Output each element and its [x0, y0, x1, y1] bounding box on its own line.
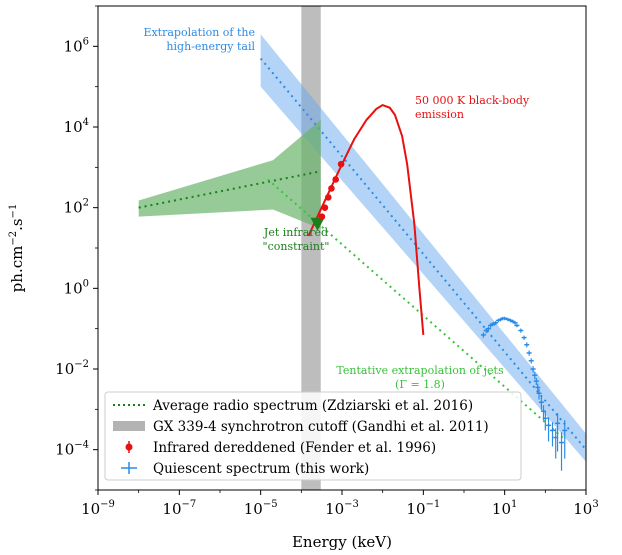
legend-label-quiescent: Quiescent spectrum (this work) — [153, 461, 369, 477]
legend-label-ir: Infrared dereddened (Fender et al. 1996) — [153, 440, 436, 456]
axis-ticks: 10−9 10−7 10−5 10−3 10−1 101 103 106 104 102 100 10… — [55, 5, 599, 518]
x-tick-label: 10−7 — [162, 499, 196, 518]
annotation-blackbody-line1: 50 000 K black-body — [415, 94, 530, 107]
y-tick-label: 106 — [64, 36, 89, 55]
radio-spectrum-line — [138, 170, 321, 209]
y-axis-label-exp2: −1 — [8, 204, 19, 219]
ir-point — [328, 185, 335, 192]
annotations: Extrapolation of the high-energy tail 50… — [143, 26, 529, 391]
jet-constraint-marker — [310, 217, 325, 231]
legend-entry-ir: Infrared dereddened (Fender et al. 1996) — [125, 440, 436, 456]
annotation-blackbody-line2: emission — [415, 108, 464, 121]
annotation-tentative-line2: (Γ = 1.8) — [395, 378, 445, 391]
ir-point — [318, 213, 326, 220]
radio-band — [138, 119, 321, 229]
ir-point — [337, 160, 345, 168]
hard-tail-band — [260, 34, 586, 462]
x-axis-label: Energy (keV) — [292, 533, 392, 551]
y-tick-label: 10−4 — [55, 440, 89, 459]
plot-area — [138, 6, 586, 490]
x-tick-label: 10−9 — [81, 499, 115, 518]
x-tick-label: 103 — [573, 499, 598, 518]
legend-label-cutoff: GX 339-4 synchrotron cutoff (Gandhi et a… — [153, 419, 489, 435]
ir-point — [324, 194, 332, 201]
annotation-extrap-tail-line1: Extrapolation of the — [143, 26, 255, 39]
y-tick-label: 102 — [64, 198, 89, 217]
ir-point — [321, 204, 329, 211]
y-axis-label-base: ph.cm — [8, 246, 26, 293]
y-tick-label: 10−2 — [55, 359, 89, 378]
y-axis-label: ph.cm−2.s−1 — [8, 204, 26, 293]
x-tick-label: 10−3 — [325, 499, 359, 518]
y-tick-label: 100 — [64, 278, 89, 297]
y-tick-label: 104 — [64, 117, 89, 136]
y-axis-label-mid: .s — [8, 218, 26, 230]
hard-tail-extrapolation-line — [259, 57, 586, 451]
x-tick-label: 10−5 — [244, 499, 278, 518]
ir-point — [332, 176, 340, 183]
legend-entry-cutoff: GX 339-4 synchrotron cutoff (Gandhi et a… — [113, 419, 489, 435]
annotation-jet-ir-line2: "constraint" — [263, 240, 330, 253]
x-tick-label: 101 — [492, 499, 517, 518]
y-axis-label-exp1: −2 — [8, 231, 19, 246]
annotation-tentative-line1: Tentative extrapolation of jets — [336, 364, 504, 377]
annotation-jet-ir-line1: Jet infrared — [263, 226, 328, 239]
legend-label-radio: Average radio spectrum (Zdziarski et al.… — [152, 398, 473, 414]
legend-swatch-ir-marker — [125, 443, 133, 451]
legend-entry-radio: Average radio spectrum (Zdziarski et al.… — [113, 398, 473, 414]
legend-swatch-cutoff — [113, 421, 145, 431]
legend: Average radio spectrum (Zdziarski et al.… — [104, 391, 522, 481]
legend-box — [104, 391, 522, 481]
legend-entry-quiescent: Quiescent spectrum (this work) — [121, 461, 369, 477]
annotation-extrap-tail-line2: high-energy tail — [166, 40, 255, 53]
x-tick-label: 10−1 — [406, 499, 440, 518]
